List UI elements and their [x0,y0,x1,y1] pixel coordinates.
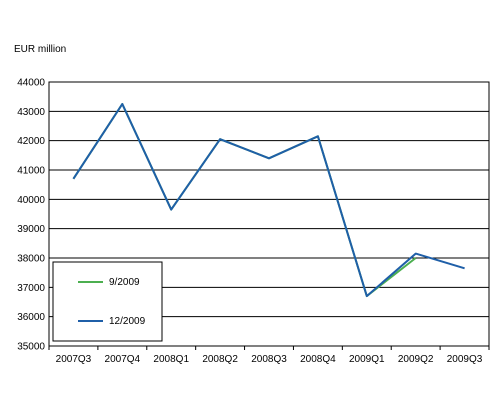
y-tick-label: 40000 [17,195,45,206]
x-tick-label: 2008Q3 [251,354,287,365]
legend-label: 9/2009 [109,277,140,288]
legend: 9/2009 12/2009 [52,261,163,342]
series-lines [72,103,465,298]
x-tick-label: 2007Q4 [105,354,141,365]
y-tick-labels: 35000 36000 37000 38000 39000 40000 41000 42000… [17,78,45,353]
y-tick-label: 44000 [17,78,45,89]
x-tick-label: 2008Q2 [202,354,238,365]
plot-area-border [48,81,490,347]
y-tick-label: 37000 [17,283,45,294]
x-tick-label: 2008Q4 [300,354,336,365]
x-tick-label: 2009Q1 [349,354,385,365]
x-tick-label: 2009Q2 [398,354,434,365]
series-line-12-2009 [72,103,465,298]
x-tick-labels: 2007Q3 2007Q4 2008Q1 2008Q2 2008Q3 2008Q4 2009… [56,354,483,365]
y-tick-label: 35000 [17,342,45,353]
x-tick-label: 2008Q1 [153,354,189,365]
x-tick-label: 2007Q3 [56,354,92,365]
legend-box [52,261,163,342]
axes [48,81,490,350]
y-axis-unit-label: EUR million [14,44,67,55]
y-tick-label: 38000 [17,254,45,265]
y-tick-label: 43000 [17,107,45,118]
x-tick-label: 2009Q3 [447,354,483,365]
y-tick-label: 42000 [17,136,45,147]
y-tick-label: 36000 [17,312,45,323]
y-tick-label: 41000 [17,166,45,177]
y-tick-label: 39000 [17,224,45,235]
legend-label: 12/2009 [109,316,146,327]
